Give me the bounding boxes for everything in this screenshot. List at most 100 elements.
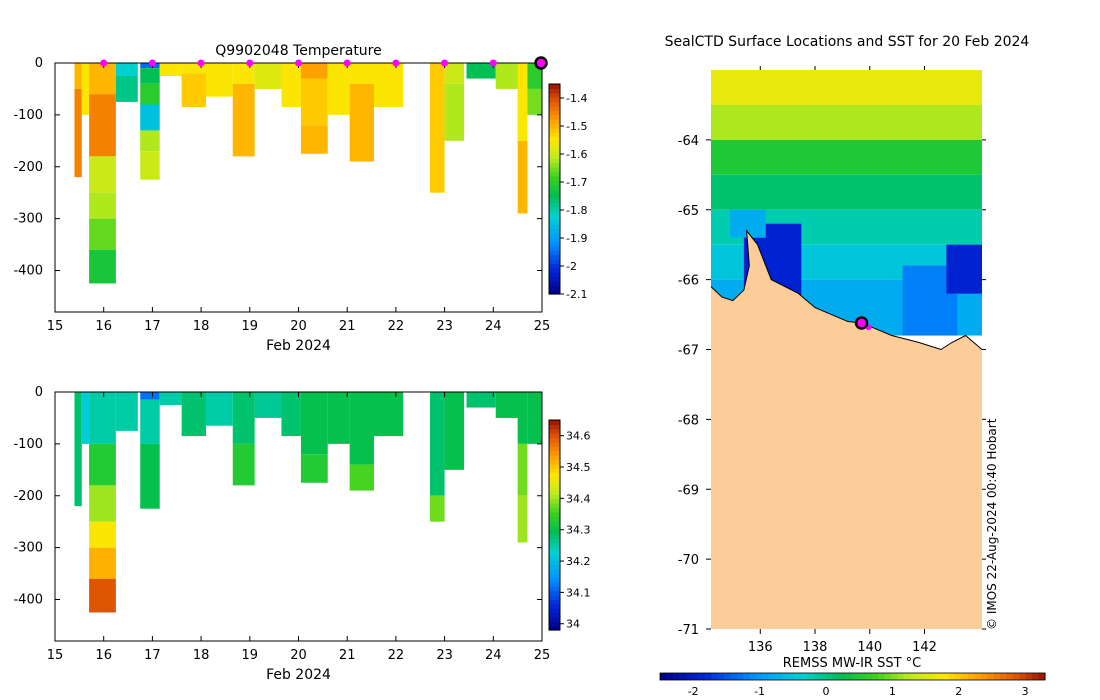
colorbar-segment [549, 551, 560, 557]
x-tick-label: 15 [47, 648, 64, 663]
map-title: SealCTD Surface Locations and SST for 20… [665, 34, 1030, 50]
profile-cell [140, 68, 160, 84]
colorbar-segment [549, 219, 560, 225]
x-tick-label: 19 [242, 319, 259, 334]
daily-marker [148, 59, 156, 67]
x-tick-label: 20 [290, 648, 307, 663]
colorbar-segment [549, 145, 560, 151]
profile-cell [89, 218, 116, 250]
profile-cell [140, 443, 160, 509]
map-colorbar-tick-label: 2 [955, 685, 962, 698]
colorbar-segment [549, 564, 560, 570]
map-y-tick-label: -64 [678, 134, 699, 149]
colorbar-tick-label: 34.5 [566, 461, 591, 474]
colorbar-segment [549, 105, 560, 111]
map-colorbar-segment [743, 673, 751, 680]
x-tick-label: 21 [339, 319, 356, 334]
colorbar-segment [549, 245, 560, 251]
profile-cell [74, 88, 82, 178]
profile-cell [527, 63, 542, 89]
map-colorbar-segment [1025, 673, 1033, 680]
colorbar-segment [549, 511, 560, 517]
profile-cell [89, 443, 116, 486]
daily-marker [441, 59, 449, 67]
colorbar-segment [549, 285, 560, 291]
map-colorbar-segment [839, 673, 847, 680]
profile-cell [181, 73, 206, 108]
colorbar-segment [549, 494, 560, 500]
colorbar-segment [549, 167, 560, 173]
profile-cell [349, 63, 374, 84]
colorbar-segment [549, 625, 560, 631]
colorbar-segment [549, 263, 560, 269]
map-colorbar-segment [1006, 673, 1014, 680]
profile-cell [444, 392, 465, 470]
profile-cell [159, 63, 182, 76]
colorbar-segment [549, 92, 560, 98]
x-tick-label: 24 [485, 319, 502, 334]
profile-cell [81, 392, 90, 444]
map-colorbar-segment [672, 673, 680, 680]
colorbar-segment [549, 555, 560, 561]
profile-cell [466, 392, 496, 408]
x-tick-label: 17 [144, 319, 161, 334]
colorbar-segment [549, 180, 560, 186]
colorbar-segment [549, 472, 560, 478]
profile-cell [517, 392, 528, 444]
colorbar-segment [549, 267, 560, 273]
colorbar-tick-label: -1.8 [566, 204, 587, 217]
colorbar-segment [549, 424, 560, 430]
colorbar-tick-label: 34.6 [566, 430, 591, 443]
map-colorbar-frame [659, 672, 1046, 681]
profile-cell [89, 485, 116, 522]
map-colorbar-tick-label: -1 [754, 685, 765, 698]
map-colorbar-segment [711, 673, 719, 680]
chart-title: Q9902048 Temperature [215, 43, 382, 59]
x-tick-label: 18 [193, 319, 210, 334]
map-y-tick-label: -68 [678, 413, 699, 428]
profile-cell [159, 392, 182, 405]
y-tick-label: 0 [35, 56, 43, 71]
profile-cell [89, 63, 116, 95]
daily-marker [197, 59, 205, 67]
colorbar-segment [549, 485, 560, 491]
colorbar-segment [549, 154, 560, 159]
map-colorbar-segment [775, 673, 783, 680]
profile-cell [527, 88, 542, 115]
colorbar-tick-label: -1.4 [566, 92, 587, 105]
colorbar-segment [549, 507, 560, 513]
profile-cell [300, 125, 328, 154]
daily-marker [343, 59, 351, 67]
profile-cell [527, 392, 542, 444]
profile-cell [300, 454, 328, 483]
colorbar-tick-label: 34.1 [566, 586, 591, 599]
y-tick-label: 0 [35, 385, 43, 400]
map-colorbar-segment [1038, 673, 1046, 680]
profile-cell [89, 94, 116, 157]
x-axis-label: Feb 2024 [266, 338, 331, 354]
colorbar-segment [549, 289, 560, 295]
map-x-tick-label: 136 [748, 640, 773, 655]
profile-cell [115, 63, 138, 76]
map-y-tick-label: -66 [678, 274, 699, 289]
profile-cell [115, 75, 138, 102]
profile-cell [444, 63, 465, 84]
colorbar-tick-label: -1.7 [566, 176, 587, 189]
y-tick-label: -300 [13, 541, 43, 556]
credit-text: © IMOS 22-Aug-2024 00:40 Hobart [985, 418, 999, 630]
colorbar-segment [549, 123, 560, 129]
colorbar-segment [549, 197, 560, 203]
colorbar-segment [549, 210, 560, 216]
colorbar-segment [549, 437, 560, 443]
sst-band [711, 70, 982, 105]
profile-cell [74, 392, 82, 507]
colorbar-frame [548, 83, 561, 295]
profile-cell [517, 63, 528, 141]
colorbar-segment [549, 546, 560, 552]
colorbar-segment [549, 241, 560, 247]
map-colorbar-segment [1012, 673, 1020, 680]
colorbar-segment [549, 136, 560, 142]
x-tick-label: 24 [485, 648, 502, 663]
profile-cell [495, 63, 521, 89]
